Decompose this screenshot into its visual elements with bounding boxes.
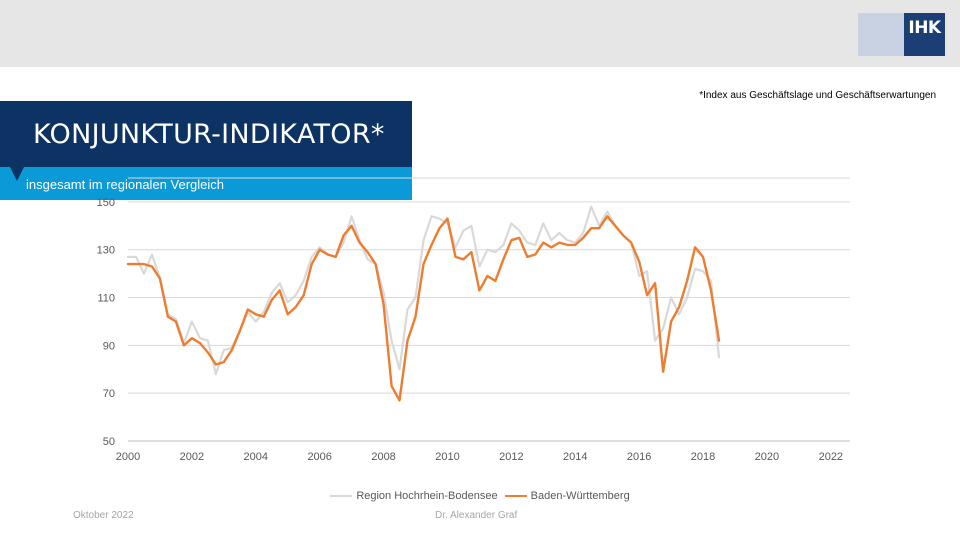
x-tick-label-2020: 2020 bbox=[755, 451, 779, 463]
y-tick-label-50: 50 bbox=[103, 436, 115, 448]
x-tick-label-2008: 2008 bbox=[371, 451, 395, 463]
legend-item-region: Region Hochrhein-Bodensee bbox=[330, 490, 498, 502]
legend-item-bw: Baden-Württemberg bbox=[504, 490, 630, 502]
legend-label-bw: Baden-Württemberg bbox=[530, 490, 630, 502]
logo-text: IHK bbox=[904, 13, 945, 56]
series-line-region bbox=[126, 205, 721, 376]
ihk-logo: IHK bbox=[858, 13, 945, 56]
x-tick-label-2004: 2004 bbox=[244, 451, 268, 463]
footer-author: Dr. Alexander Graf bbox=[435, 510, 518, 521]
legend-swatch-region bbox=[330, 495, 353, 497]
legend-label-region: Region Hochrhein-Bodensee bbox=[356, 490, 498, 502]
y-tick-label-70: 70 bbox=[103, 388, 115, 400]
footer-date: Oktober 2022 bbox=[73, 510, 134, 521]
page-subtitle: insgesamt im regionalen Vergleich bbox=[26, 177, 224, 192]
title-box: KONJUNKTUR-INDIKATOR* bbox=[0, 101, 412, 167]
x-tick-label-2000: 2000 bbox=[116, 451, 140, 463]
y-tick-label-130: 130 bbox=[97, 245, 115, 257]
y-tick-label-90: 90 bbox=[103, 340, 115, 352]
page-title: KONJUNKTUR-INDIKATOR* bbox=[33, 119, 385, 150]
chart-legend: Region Hochrhein-Bodensee Baden-Württemb… bbox=[0, 488, 960, 502]
x-tick-label-2014: 2014 bbox=[563, 451, 587, 463]
x-tick-label-2016: 2016 bbox=[627, 451, 651, 463]
header-band bbox=[0, 0, 960, 67]
x-tick-label-2012: 2012 bbox=[499, 451, 523, 463]
x-tick-label-2002: 2002 bbox=[180, 451, 204, 463]
x-tick-label-2018: 2018 bbox=[691, 451, 715, 463]
legend-swatch-bw bbox=[504, 495, 527, 497]
title-notch bbox=[10, 167, 24, 181]
y-tick-label-150: 150 bbox=[97, 197, 115, 209]
logo-light-block bbox=[858, 13, 904, 56]
footnote: *Index aus Geschäftslage und Geschäftser… bbox=[699, 90, 936, 101]
x-tick-label-2010: 2010 bbox=[435, 451, 459, 463]
x-tick-label-2022: 2022 bbox=[819, 451, 843, 463]
y-tick-label-110: 110 bbox=[97, 293, 115, 305]
x-tick-label-2006: 2006 bbox=[307, 451, 331, 463]
series-line-bw bbox=[126, 215, 721, 402]
subtitle-box: insgesamt im regionalen Vergleich bbox=[0, 167, 412, 200]
